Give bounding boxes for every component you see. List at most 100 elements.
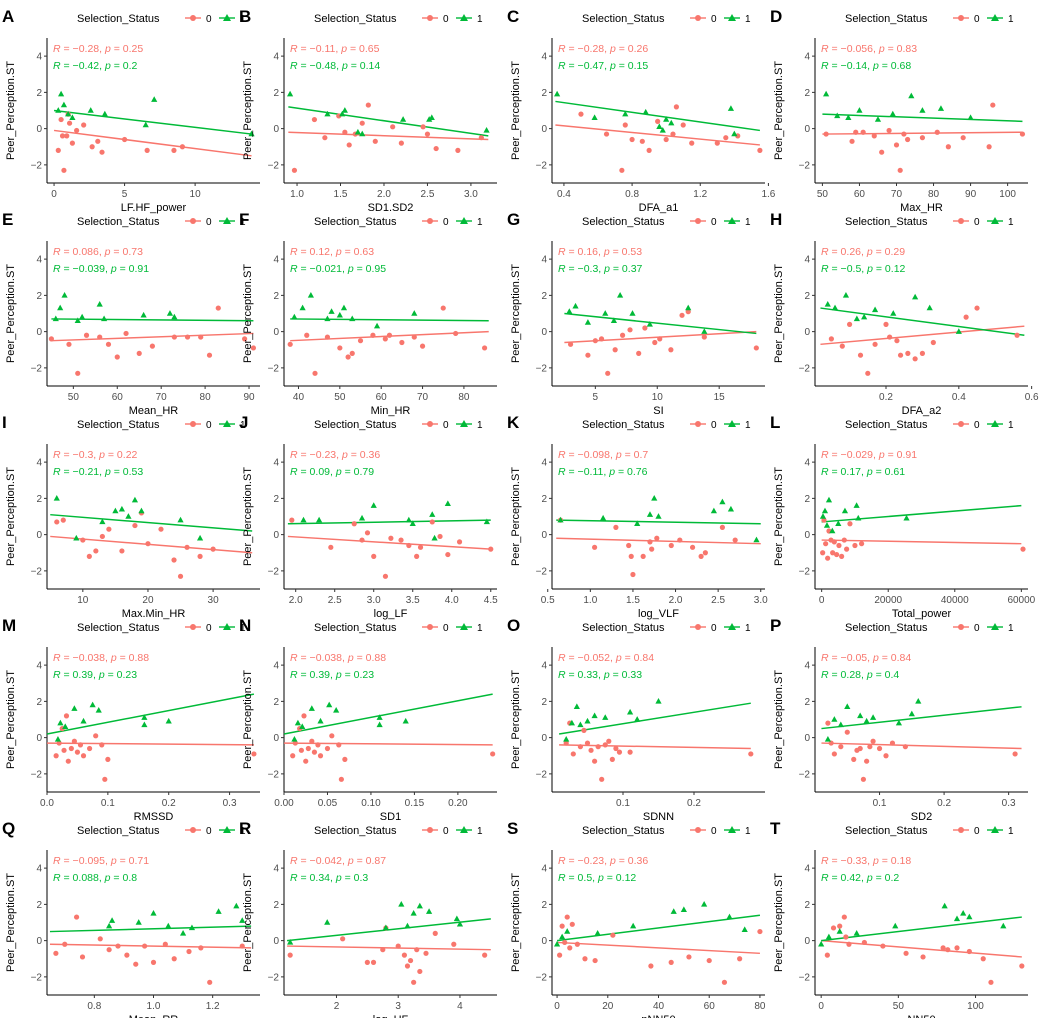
fit-line-1 — [50, 513, 253, 532]
data-point-group-1 — [841, 507, 849, 514]
x-axis-label: NN50 — [907, 1014, 935, 1018]
data-point-group-0 — [864, 758, 870, 764]
data-point-group-1 — [166, 310, 174, 316]
data-point-group-1 — [87, 107, 94, 113]
data-point-group-1 — [398, 900, 405, 907]
data-point-group-0 — [312, 370, 318, 376]
data-point-group-0 — [628, 553, 634, 559]
data-point-group-0 — [636, 350, 642, 356]
panel-letter: H — [770, 210, 782, 229]
x-tick-label: 0 — [819, 595, 825, 606]
data-point-group-0 — [119, 548, 125, 554]
legend-marker-1 — [991, 14, 999, 21]
data-point-group-1 — [57, 304, 64, 311]
fit-line-1 — [288, 106, 489, 137]
data-point-group-0 — [686, 954, 692, 960]
data-point-group-0 — [627, 327, 633, 333]
data-point-group-0 — [567, 341, 574, 347]
fit-line-1 — [287, 519, 491, 525]
data-point-group-0 — [831, 539, 837, 545]
data-point-group-1 — [483, 127, 490, 133]
data-point-group-1 — [248, 130, 255, 137]
data-point-group-0 — [838, 744, 844, 750]
data-point-group-0 — [1019, 131, 1026, 137]
stat-annotation-0: R = 0.16, p = 0.53 — [558, 246, 642, 258]
legend-label-1: 1 — [240, 217, 246, 228]
data-point-group-0 — [145, 541, 151, 547]
data-point-group-1 — [165, 922, 172, 929]
data-point-group-0 — [680, 122, 686, 128]
data-point-group-0 — [419, 343, 426, 349]
data-point-group-1 — [564, 928, 571, 934]
data-point-group-0 — [940, 945, 946, 951]
data-point-group-1 — [825, 933, 832, 940]
data-point-group-0 — [121, 136, 128, 143]
data-point-group-1 — [890, 310, 897, 316]
data-point-group-0 — [919, 135, 926, 141]
x-axis-label: Min_HR — [371, 405, 411, 417]
y-tick-label: 4 — [541, 661, 547, 672]
data-point-group-1 — [710, 507, 717, 514]
data-point-group-0 — [820, 550, 826, 556]
data-point-group-0 — [934, 129, 940, 135]
data-point-group-0 — [81, 122, 87, 128]
data-point-group-1 — [908, 92, 915, 99]
legend-label-0: 0 — [974, 623, 980, 634]
y-axis-label: Peer_Perception.ST — [510, 264, 522, 363]
legend-label-1: 1 — [240, 14, 246, 25]
legend-title: Selection_Status — [845, 419, 928, 431]
x-tick-label: 50 — [893, 1001, 905, 1012]
data-point-group-0 — [897, 352, 904, 358]
data-point-group-0 — [663, 136, 669, 143]
x-tick-label: 30 — [208, 595, 220, 606]
y-tick-label: −2 — [31, 769, 43, 780]
data-point-group-0 — [867, 744, 873, 750]
y-tick-label: 2 — [541, 291, 547, 302]
legend-label-1: 1 — [1008, 826, 1014, 837]
data-point-group-0 — [603, 131, 610, 137]
data-point-group-0 — [411, 979, 417, 985]
panel-letter: F — [239, 210, 249, 229]
x-tick-label: 5 — [122, 189, 128, 200]
x-tick-label: 1.5 — [626, 595, 640, 606]
data-point-group-0 — [851, 756, 857, 762]
data-point-group-1 — [919, 107, 926, 113]
data-point-group-0 — [905, 350, 911, 356]
data-point-group-0 — [602, 742, 608, 748]
y-tick-label: 0 — [541, 733, 547, 744]
x-axis-label: Mean_RR — [129, 1014, 179, 1018]
x-tick-label: 3.0 — [367, 595, 381, 606]
x-tick-label: 0.05 — [318, 798, 338, 809]
data-point-group-0 — [48, 336, 54, 342]
data-point-group-1 — [453, 915, 460, 922]
x-axis-label: DFA_a2 — [902, 405, 942, 417]
data-point-group-1 — [140, 311, 147, 318]
y-axis-label: Peer_Perception.ST — [773, 264, 785, 363]
data-point-group-1 — [823, 522, 831, 528]
data-point-group-0 — [322, 135, 328, 141]
legend-label-1: 1 — [477, 217, 483, 228]
data-point-group-0 — [619, 332, 626, 338]
data-point-group-1 — [196, 534, 204, 541]
fit-line-0 — [556, 537, 761, 545]
x-axis-label: log_LF — [374, 608, 408, 620]
x-tick-label: 1.0 — [290, 189, 304, 200]
data-point-group-0 — [186, 948, 192, 955]
x-tick-label: 50 — [68, 392, 80, 403]
legend-marker-1 — [728, 14, 736, 21]
data-point-group-0 — [640, 553, 646, 559]
y-axis-label: Peer_Perception.ST — [510, 670, 522, 769]
y-axis-label: Peer_Perception.ST — [773, 467, 785, 566]
data-point-group-0 — [849, 138, 855, 144]
data-point-group-1 — [179, 929, 187, 936]
data-point-group-1 — [73, 534, 80, 541]
panel-letter: I — [2, 413, 7, 432]
legend-marker-0 — [190, 218, 196, 224]
data-point-group-1 — [89, 701, 96, 708]
data-point-group-0 — [342, 129, 348, 135]
legend-label-0: 0 — [711, 14, 717, 25]
data-point-group-1 — [65, 110, 72, 117]
data-point-group-0 — [478, 135, 484, 141]
data-point-group-0 — [945, 947, 951, 953]
data-point-group-1 — [376, 721, 383, 728]
